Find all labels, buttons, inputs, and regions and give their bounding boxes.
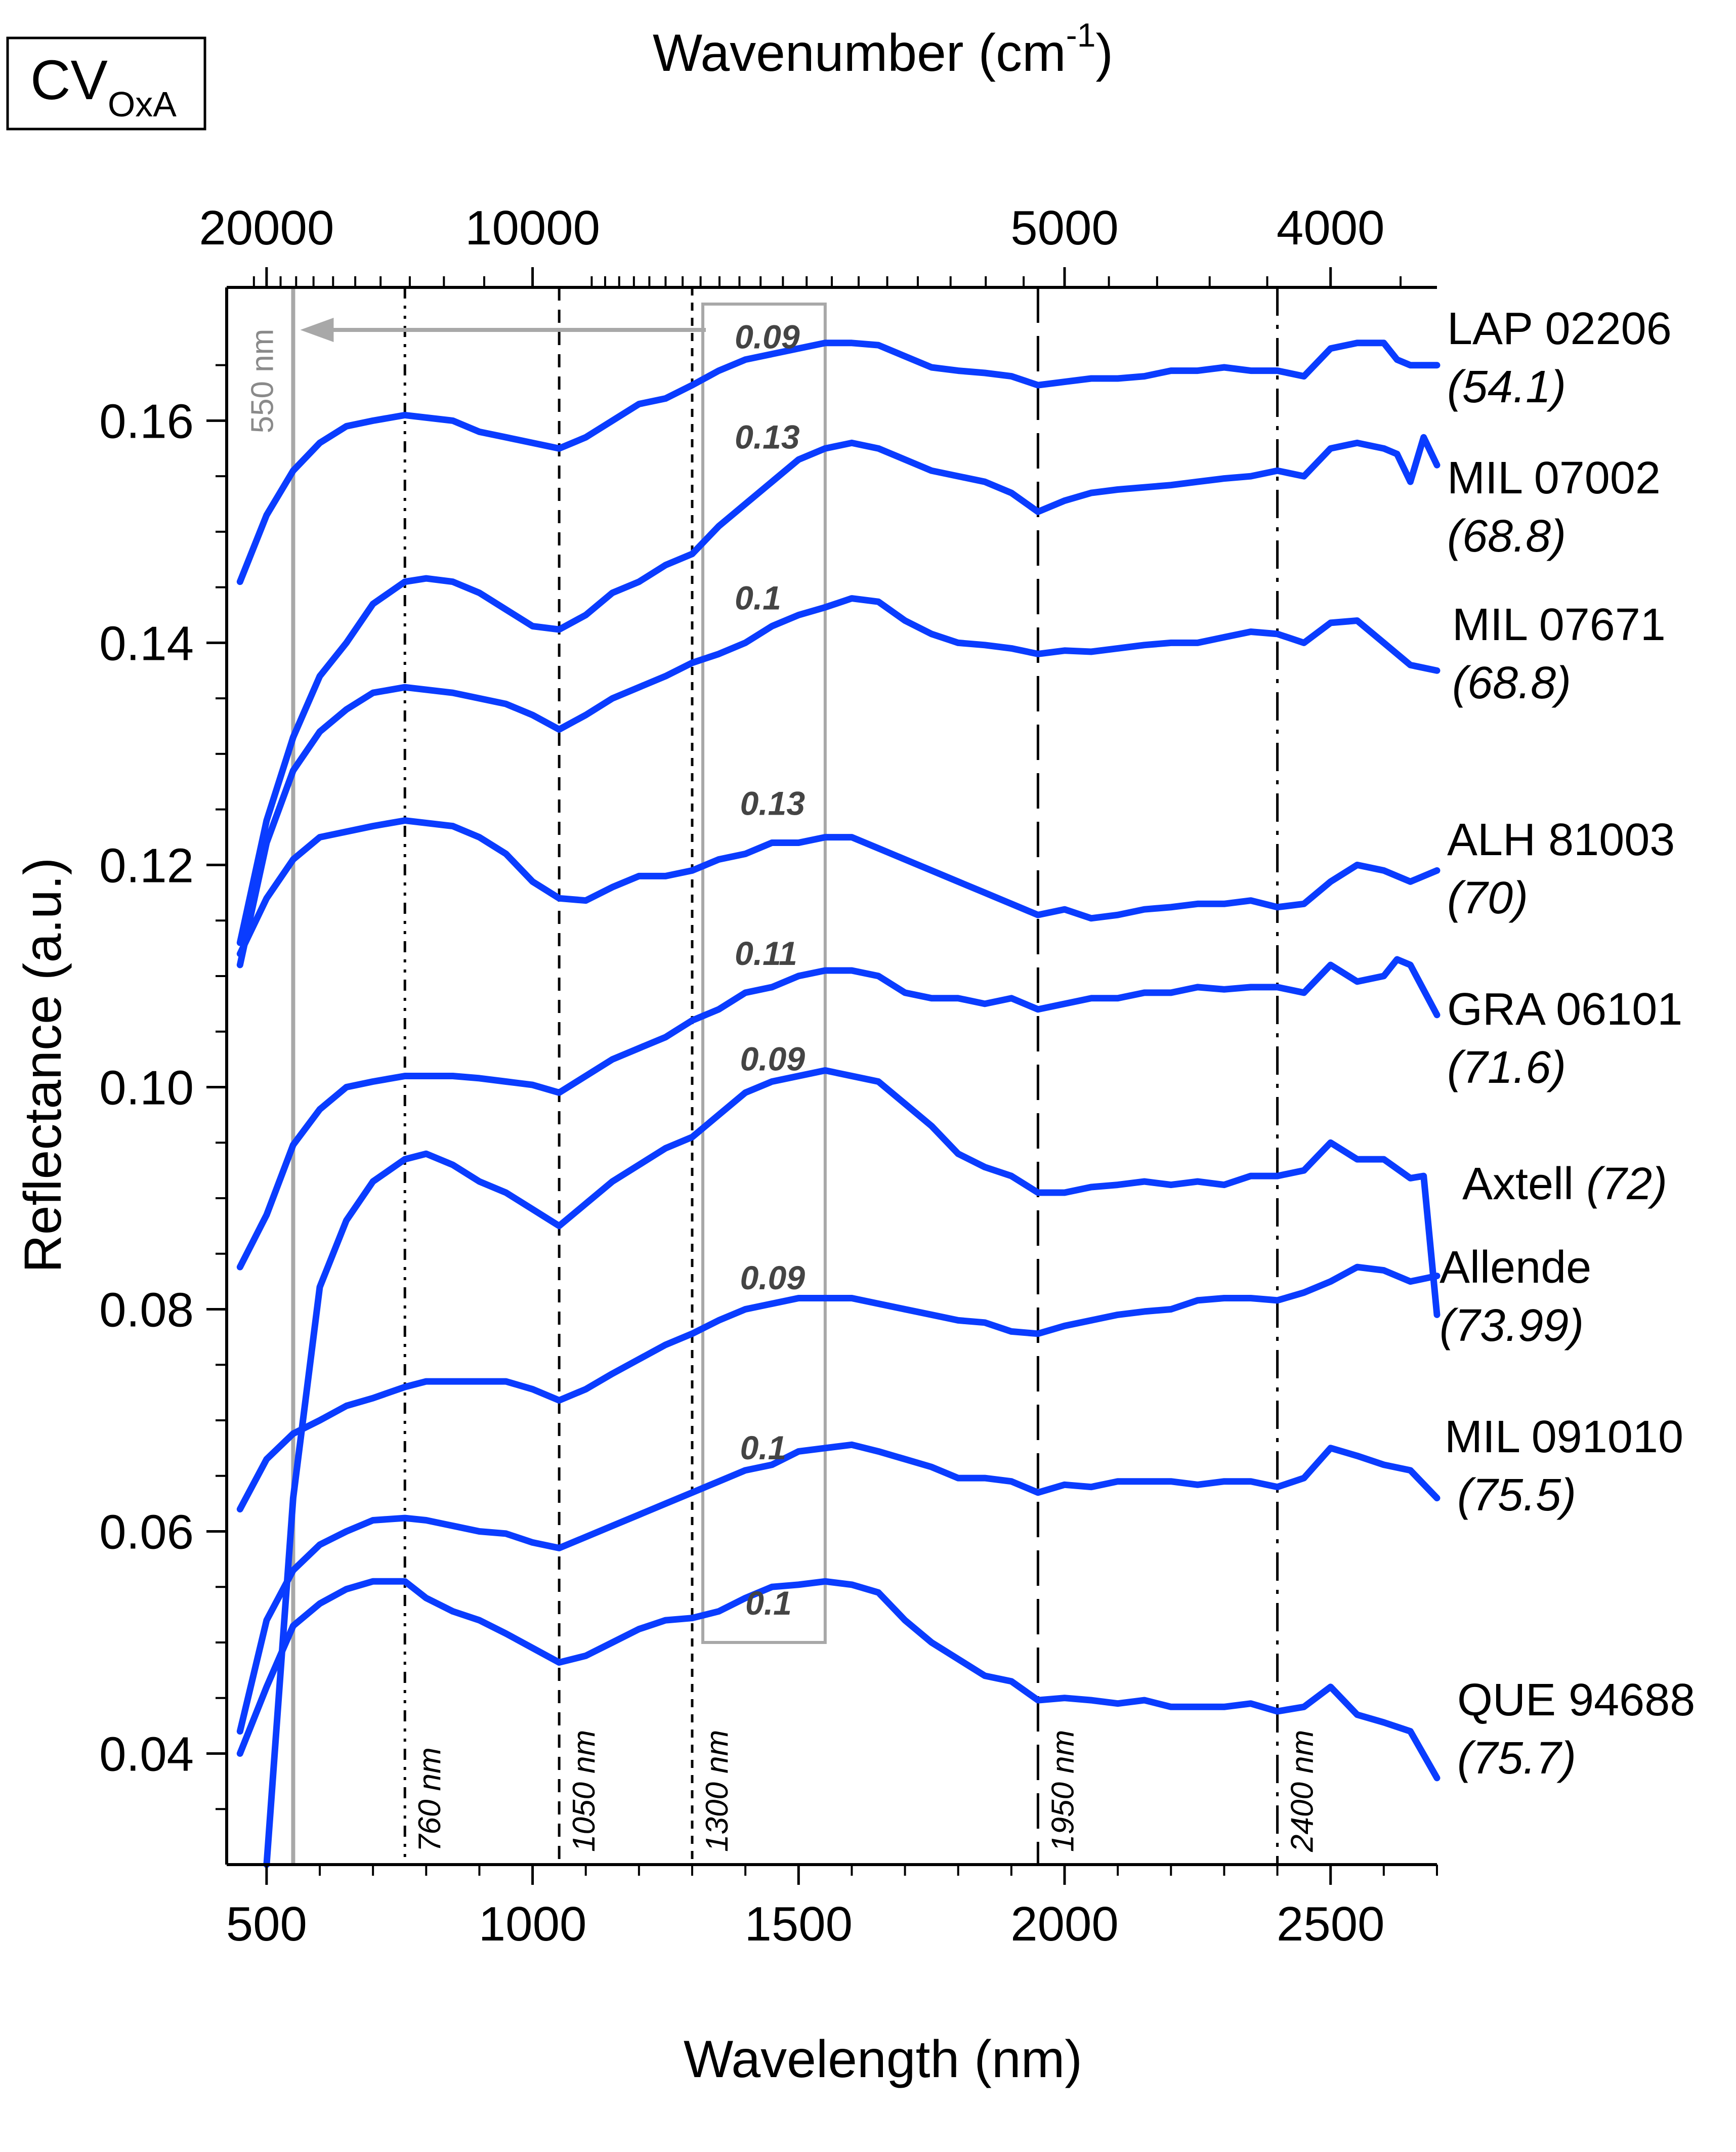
series-name-5: Axtell	[1462, 1159, 1586, 1209]
series-value-5: (72)	[1586, 1159, 1667, 1209]
ref-label-1300: 1300 nm	[700, 1730, 735, 1852]
band-depth-label-7: 0.1	[740, 1429, 787, 1466]
series-name-3: ALH 81003	[1447, 815, 1675, 865]
spectra: 0.09 0.13 0.1 0.13 0.11 0.09 0.09 0.1 0.1	[236, 318, 1441, 1868]
series-name-7: MIL 091010	[1445, 1412, 1683, 1462]
top-axis-title-close: )	[1095, 24, 1113, 82]
x-tick-label-2500: 2500	[1277, 1897, 1385, 1951]
svg-text:CVOxA: CVOxA	[30, 49, 177, 124]
band-depth-label-3: 0.13	[740, 785, 805, 822]
spectrum-line-6	[236, 1263, 1441, 1513]
top-tick-label-20000: 20000	[199, 201, 334, 255]
spectrum-line-5	[263, 1067, 1441, 1868]
band-depth-label-0: 0.09	[735, 318, 800, 356]
title-box-subscript: OxA	[108, 85, 177, 124]
series-value-6: (73.99)	[1439, 1300, 1584, 1351]
series-name-0: LAP 02206	[1447, 304, 1672, 354]
axes: 500 1000 1500 2000 25000.040.060.080.100.120…	[99, 201, 1438, 1951]
series-value-1: (68.8)	[1447, 511, 1566, 562]
ref-label-1050: 1050 nm	[567, 1730, 602, 1852]
series-value-8: (75.7)	[1457, 1733, 1576, 1784]
band-depth-label-5: 0.09	[740, 1040, 806, 1078]
top-tick-label-5000: 5000	[1010, 201, 1119, 255]
y-tick-label-0.04: 0.04	[99, 1727, 194, 1781]
band-depth-label-8: 0.1	[745, 1584, 792, 1622]
spectrum-line-3	[236, 817, 1441, 957]
y-tick-label-0.06: 0.06	[99, 1505, 194, 1559]
spectrum-line-0	[236, 340, 1441, 585]
band-depth-label-6: 0.09	[740, 1259, 806, 1296]
top-axis-title: Wavenumber (cm-1)	[653, 16, 1113, 82]
series-value-3: (70)	[1447, 873, 1528, 923]
ref-label-760: 760 nm	[412, 1747, 447, 1852]
arrow-head	[300, 318, 334, 342]
band-depth-label-4: 0.11	[735, 935, 797, 972]
spectrum-line-1	[236, 434, 1441, 946]
y-axis-title: Reflectance (a.u.)	[14, 858, 72, 1273]
band-depth-label-2: 0.1	[735, 579, 781, 617]
x-tick-label-1000: 1000	[479, 1897, 587, 1951]
y-tick-label-0.14: 0.14	[99, 616, 194, 670]
series-name-8: QUE 94688	[1457, 1675, 1695, 1725]
spectrum-line-8	[236, 1578, 1441, 1782]
title-box: CVOxA	[6, 36, 206, 131]
top-axis-title-superscript: -1	[1066, 16, 1096, 54]
top-tick-label-4000: 4000	[1277, 201, 1385, 255]
series-name-6: Allende	[1439, 1242, 1591, 1293]
spectrum-line-4	[236, 956, 1441, 1271]
x-tick-label-1500: 1500	[745, 1897, 853, 1951]
y-tick-label-0.10: 0.10	[99, 1061, 194, 1115]
series-value-0: (54.1)	[1447, 362, 1566, 412]
y-tick-label-0.16: 0.16	[99, 394, 194, 448]
series-value-4: (71.6)	[1447, 1042, 1566, 1093]
series-labels: LAP 02206 (54.1) MIL 07002 (68.8) MIL 07671 (…	[1439, 304, 1695, 1784]
ref-label-550: 550 nm	[245, 329, 280, 434]
ref-label-1950: 1950 nm	[1045, 1730, 1080, 1852]
series-name-1: MIL 07002	[1447, 453, 1661, 503]
series-label-5: Axtell (72)	[1462, 1159, 1667, 1209]
series-name-4: GRA 06101	[1447, 984, 1682, 1035]
y-tick-label-0.08: 0.08	[99, 1283, 194, 1337]
top-axis-title-main: Wavenumber (cm	[653, 24, 1066, 82]
spectrum-line-2	[236, 595, 1441, 968]
x-axis-title: Wavelength (nm)	[684, 2030, 1082, 2089]
ref-label-2400: 2400 nm	[1285, 1730, 1320, 1852]
spectrum-line-7	[236, 1441, 1441, 1735]
top-tick-label-10000: 10000	[465, 201, 600, 255]
y-tick-label-0.12: 0.12	[99, 838, 194, 893]
band-depth-label-1: 0.13	[735, 418, 799, 455]
series-value-7: (75.5)	[1457, 1470, 1576, 1521]
x-tick-label-500: 500	[226, 1897, 307, 1951]
series-name-2: MIL 07671	[1452, 600, 1666, 650]
x-tick-label-2000: 2000	[1010, 1897, 1119, 1951]
title-box-main: CV	[30, 49, 108, 111]
series-value-2: (68.8)	[1452, 658, 1571, 708]
